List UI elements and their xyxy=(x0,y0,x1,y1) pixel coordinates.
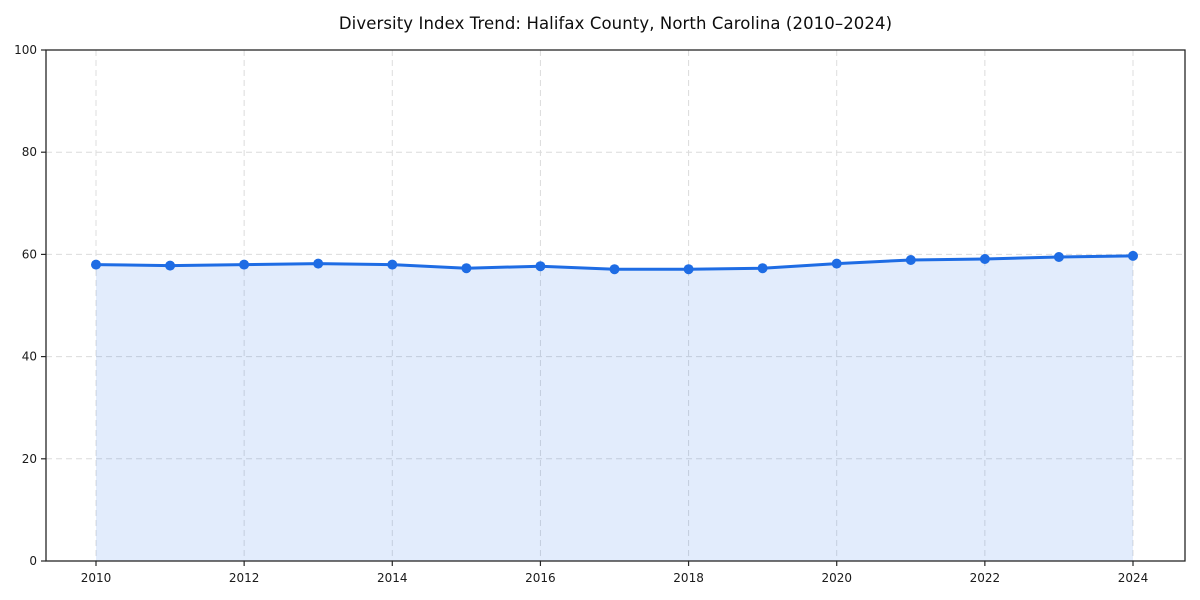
x-tick-label: 2024 xyxy=(1118,571,1149,585)
data-point xyxy=(979,254,990,264)
area-fill xyxy=(96,255,1133,561)
y-tick-label: 100 xyxy=(14,43,37,57)
y-tick-label: 80 xyxy=(22,145,37,159)
chart-title: Diversity Index Trend: Halifax County, N… xyxy=(338,14,893,33)
data-point xyxy=(609,264,620,275)
data-point xyxy=(313,258,324,269)
y-tick-label: 20 xyxy=(22,452,37,466)
data-point xyxy=(239,259,250,270)
y-tick-label: 60 xyxy=(22,247,37,261)
y-tick-label: 0 xyxy=(29,554,37,568)
data-point xyxy=(165,260,176,271)
data-point xyxy=(831,258,842,269)
data-point xyxy=(905,255,916,265)
x-tick-label: 2020 xyxy=(821,571,852,585)
data-point xyxy=(1128,250,1138,261)
data-point xyxy=(757,263,768,274)
plot-border xyxy=(45,49,1186,562)
x-tick-label: 2010 xyxy=(81,571,112,585)
data-point xyxy=(461,263,472,274)
data-point xyxy=(1053,252,1064,262)
x-tick-label: 2016 xyxy=(525,571,556,585)
data-point xyxy=(91,259,101,270)
data-point xyxy=(535,261,546,272)
y-tick-label: 40 xyxy=(22,350,37,364)
x-tick-label: 2012 xyxy=(229,571,260,585)
x-tick-label: 2022 xyxy=(970,571,1001,585)
data-point xyxy=(387,259,398,270)
data-point xyxy=(683,264,694,275)
x-tick-label: 2014 xyxy=(377,571,408,585)
x-tick-label: 2018 xyxy=(673,571,704,585)
